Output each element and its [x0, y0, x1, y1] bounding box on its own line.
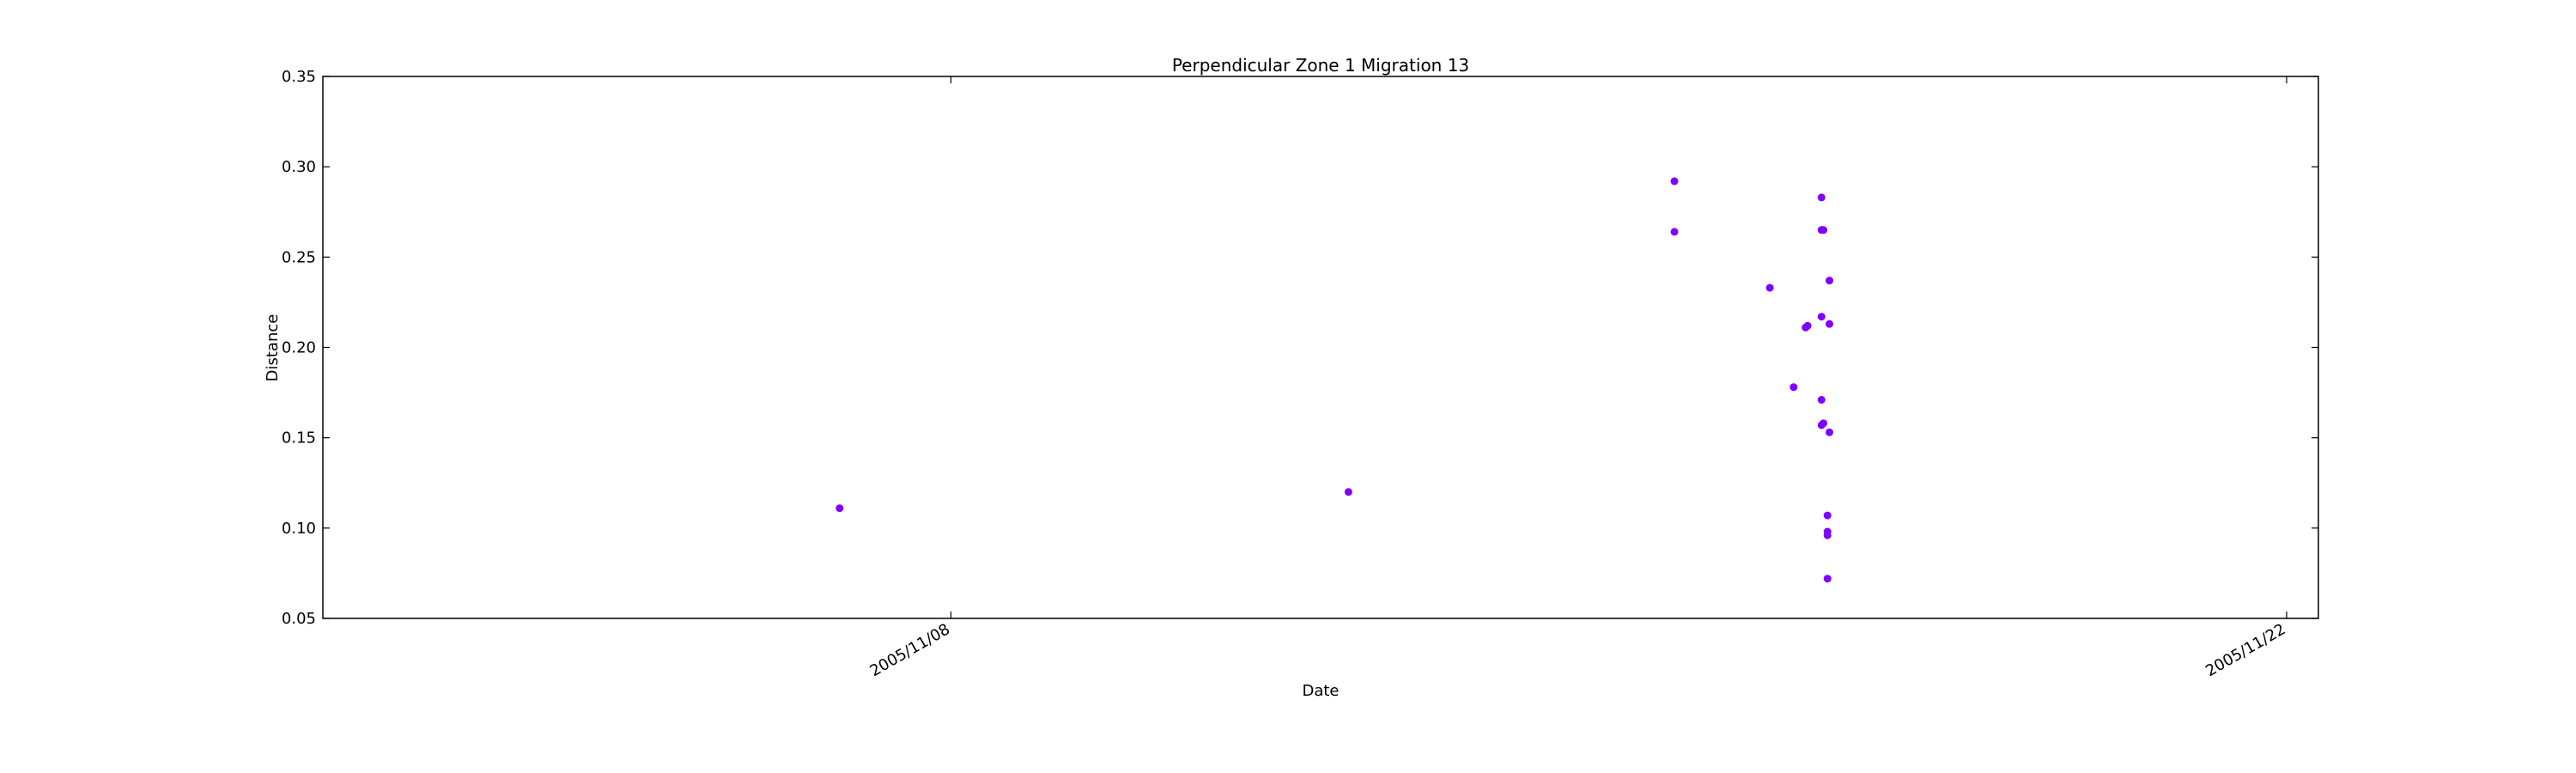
- y-axis-label: Distance: [264, 314, 282, 382]
- data-point: [1826, 277, 1834, 285]
- data-point: [1823, 575, 1832, 583]
- data-point: [1817, 395, 1826, 404]
- y-tick-label: 0.25: [282, 248, 316, 266]
- data-point: [1670, 228, 1679, 236]
- data-point: [1817, 193, 1826, 202]
- data-points: [835, 177, 1834, 583]
- data-point: [835, 504, 844, 513]
- data-point: [1789, 383, 1798, 392]
- data-point: [1826, 320, 1834, 328]
- plot-area-frame: [322, 76, 2319, 619]
- data-point: [1670, 177, 1679, 186]
- y-tick-label: 0.15: [282, 429, 316, 447]
- data-point: [1817, 313, 1826, 321]
- data-point: [1826, 428, 1834, 436]
- y-tick-label: 0.35: [282, 68, 316, 86]
- x-axis-label: Date: [1302, 682, 1339, 700]
- data-point: [1765, 283, 1774, 292]
- chart-title: Perpendicular Zone 1 Migration 13: [1172, 55, 1469, 76]
- y-tick-label: 0.30: [282, 158, 316, 176]
- y-tick-label: 0.20: [282, 339, 316, 357]
- data-point: [1803, 321, 1812, 330]
- data-point: [1823, 511, 1832, 520]
- data-point: [1820, 226, 1828, 234]
- data-point: [1344, 488, 1352, 496]
- data-point: [1823, 531, 1832, 539]
- y-tick-label: 0.05: [282, 610, 316, 628]
- data-point: [1820, 419, 1828, 428]
- y-tick-label: 0.10: [282, 520, 316, 538]
